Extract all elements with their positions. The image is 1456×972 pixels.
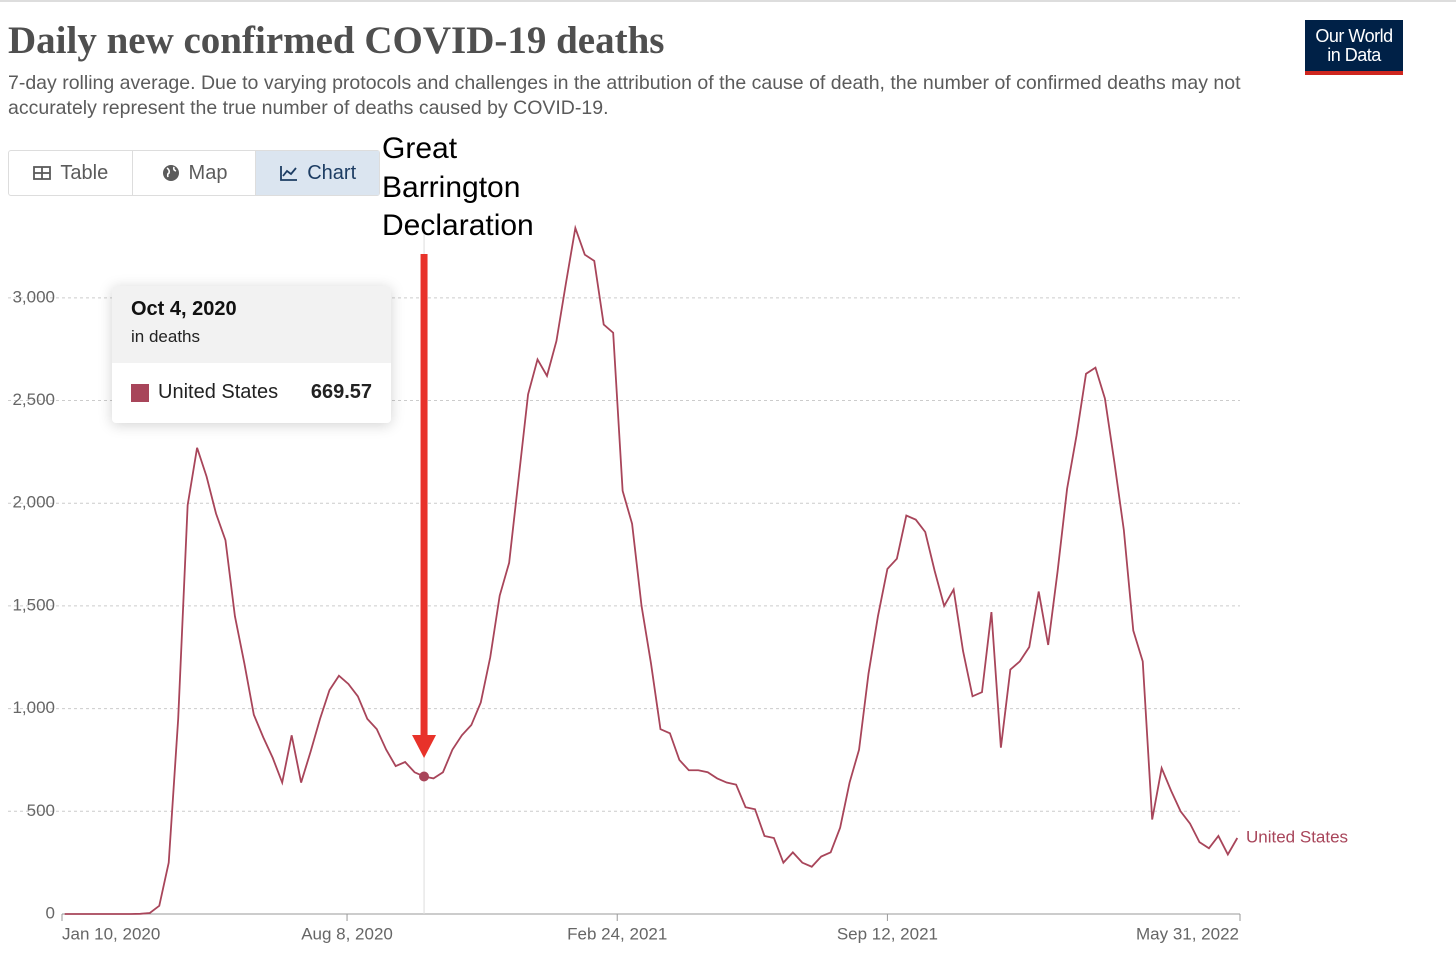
tab-label: Map [188,161,228,184]
y-tick-label: 3,000 [12,287,55,306]
tooltip-date: Oct 4, 2020 [131,298,237,320]
tab[interactable]: Table [9,151,132,195]
y-tick-label: 2,500 [12,390,55,409]
y-tick-label: 1,000 [12,698,55,717]
hover-point [419,771,430,782]
logo[interactable]: Our World in Data [1305,20,1403,75]
x-tick-label: Sep 12, 2021 [837,924,938,943]
tab-icon [33,166,52,180]
annotation-text: Great Barrington Declaration [382,132,534,242]
tooltip-unit: in deaths [131,327,200,346]
x-tick-label: May 31, 2022 [1136,924,1239,943]
tooltip: Oct 4, 2020 in deaths United States 669.… [112,286,391,423]
y-tick-label: 1,500 [12,595,55,614]
tab[interactable]: Map [131,151,256,195]
y-tick-label: 0 [46,903,55,922]
x-tick-label: Aug 8, 2020 [301,924,393,943]
chart-title: Daily new confirmed COVID-19 deaths [8,19,665,62]
annotation-arrowhead [412,735,437,758]
x-tick-label: Feb 24, 2021 [567,924,667,943]
tooltip-value: 669.57 [310,381,372,403]
tab-bar: Table Map Chart [8,150,380,196]
chart-subtitle: 7-day rolling average. Due to varying pr… [8,72,1241,119]
x-tick-label: Jan 10, 2020 [62,924,160,943]
y-tick-label: 2,000 [12,493,55,512]
tooltip-series: United States [158,381,279,403]
tab-label: Table [60,161,109,184]
tooltip-header: Oct 4, 2020 in deaths [112,286,391,363]
logo-line: Our World [1315,26,1393,46]
top-border [0,0,1456,2]
tooltip-row: United States 669.57 [112,363,391,422]
tab-icon [162,165,179,181]
tab[interactable]: Chart [255,151,380,195]
series-line [64,224,1239,915]
y-tick-label: 500 [27,801,55,820]
tooltip-swatch [131,383,149,402]
series-label: United States [1246,827,1348,846]
logo-line: in Data [1327,45,1381,65]
tab-icon [280,166,298,181]
tab-label: Chart [307,161,357,184]
